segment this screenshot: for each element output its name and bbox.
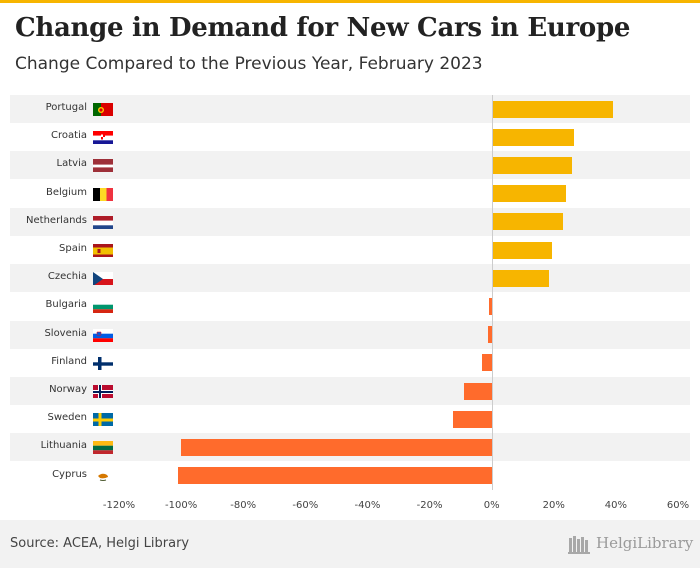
row-band <box>10 264 690 293</box>
portugal-flag-icon <box>93 102 113 116</box>
chart-title: Change in Demand for New Cars in Europe <box>15 13 631 43</box>
x-tick-label: -20% <box>416 500 443 511</box>
category-label: Slovenia <box>44 327 87 339</box>
category-label: Finland <box>51 355 87 367</box>
category-label: Lithuania <box>40 440 87 452</box>
bar-netherlands <box>491 213 564 231</box>
bar-croatia <box>491 128 574 146</box>
spain-flag-icon <box>93 243 113 257</box>
row-band <box>10 207 690 236</box>
x-tick-label: 40% <box>604 500 627 511</box>
category-label: Sweden <box>47 412 87 424</box>
lithuania-flag-icon <box>93 440 113 455</box>
czechia-flag-icon <box>93 271 113 286</box>
bar-cyprus <box>178 467 492 485</box>
bar-norway <box>463 382 492 400</box>
accent-top-bar <box>0 0 700 3</box>
bar-latvia <box>491 156 573 174</box>
category-label: Belgium <box>46 186 87 198</box>
category-label: Norway <box>49 384 87 395</box>
bar-lithuania <box>181 438 492 456</box>
x-tick-label: 0% <box>483 500 500 511</box>
x-tick-label: -120% <box>102 500 136 511</box>
bar-czechia <box>491 269 550 287</box>
belgium-flag-icon <box>93 187 113 201</box>
category-label: Bulgaria <box>45 299 87 311</box>
slovenia-flag-icon <box>93 328 113 342</box>
x-tick-label: 60% <box>666 500 690 511</box>
x-tick-label: -60% <box>292 500 319 511</box>
zero-axis-line <box>491 95 493 490</box>
x-tick-label: -40% <box>354 500 381 511</box>
chart-subtitle: Change Compared to the Previous Year, Fe… <box>15 54 483 74</box>
norway-flag-icon <box>93 384 113 398</box>
library-icon <box>568 536 590 554</box>
row-band <box>10 377 690 405</box>
finland-flag-icon <box>93 356 113 370</box>
croatia-flag-icon <box>93 130 113 145</box>
category-label: Portugal <box>45 102 87 113</box>
row-band <box>10 320 690 349</box>
x-tick-label: 20% <box>542 500 565 511</box>
bulgaria-flag-icon <box>93 299 113 314</box>
source-note: Source: ACEA, Helgi Library <box>10 536 190 551</box>
latvia-flag-icon <box>93 158 113 173</box>
category-label: Netherlands <box>26 214 87 226</box>
x-tick-label: -100% <box>165 500 198 511</box>
netherlands-flag-icon <box>93 215 113 229</box>
row-band <box>10 151 690 180</box>
chart-header: Change in Demand for New Cars in Europe … <box>0 3 700 87</box>
bar-belgium <box>491 185 567 203</box>
category-label: Spain <box>59 243 87 254</box>
category-label: Cyprus <box>52 468 87 480</box>
bar-slovenia <box>487 326 492 344</box>
category-label: Croatia <box>51 130 87 142</box>
bar-sweden <box>452 410 492 428</box>
bar-bulgaria <box>488 297 492 315</box>
helgi-library-logo: HelgiLibrary <box>566 532 694 556</box>
x-tick-label: -80% <box>230 500 257 511</box>
bar-portugal <box>491 100 613 118</box>
cyprus-flag-icon <box>93 469 113 483</box>
sweden-flag-icon <box>93 412 113 427</box>
bar-finland <box>482 354 492 372</box>
bar-spain <box>491 241 553 259</box>
category-label: Latvia <box>56 158 87 170</box>
category-label: Czechia <box>47 271 87 283</box>
chart-plot-area: Portugal Croatia Latvia Belgium Netherlands S… <box>0 87 700 520</box>
logo-text: HelgiLibrary <box>596 534 694 552</box>
